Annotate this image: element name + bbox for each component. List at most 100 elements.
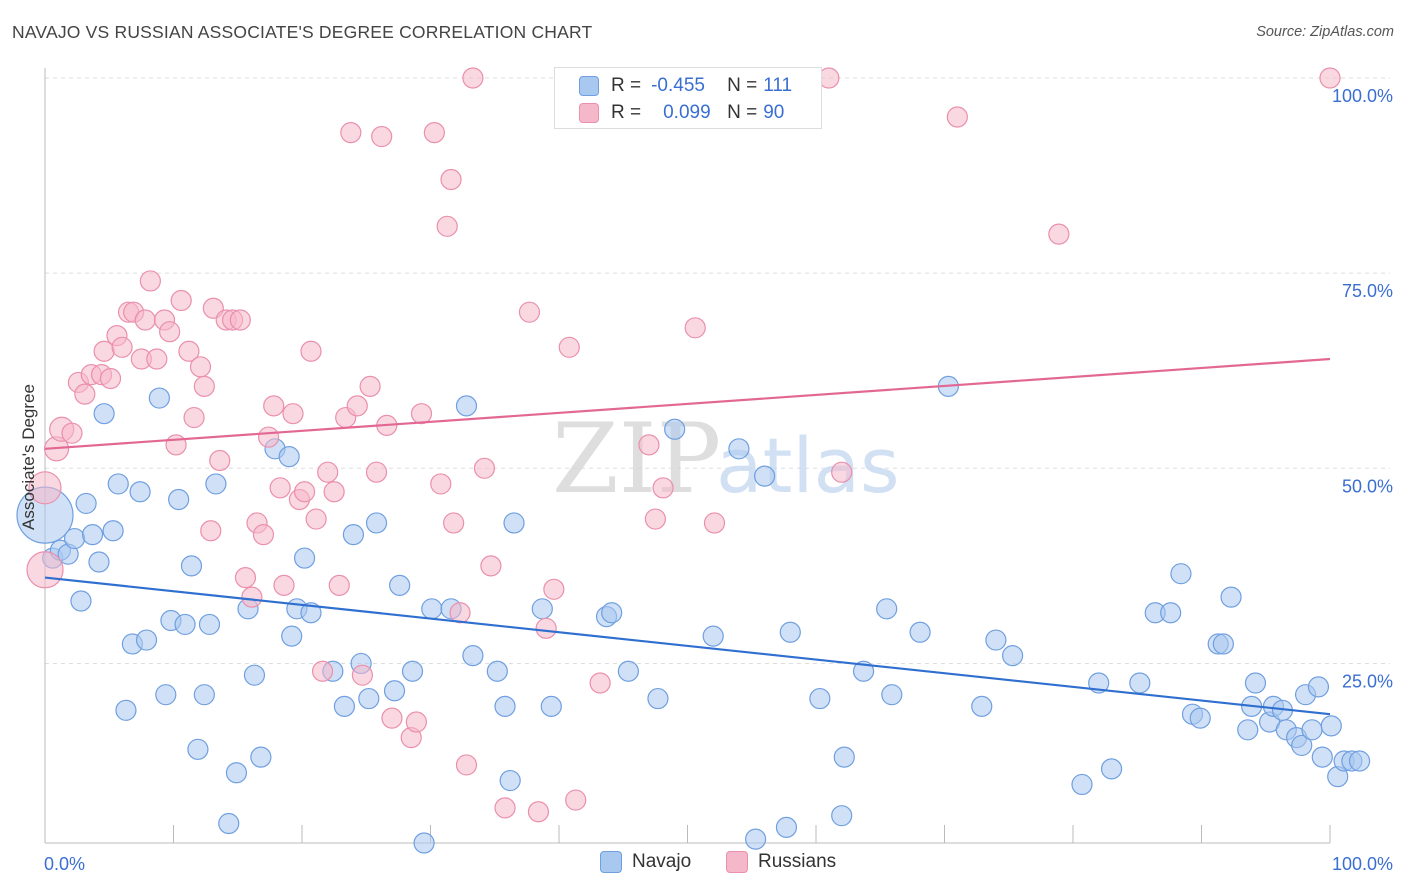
navajo-point [107, 473, 129, 495]
navajo-point [909, 621, 931, 643]
navajo-point [102, 520, 124, 542]
navajo-point [88, 551, 110, 573]
russian-point [351, 664, 373, 686]
russian-point [558, 336, 580, 358]
navajo-point [1002, 645, 1024, 667]
chart-source: Source: ZipAtlas.com [1256, 24, 1394, 40]
navajo-point [63, 527, 86, 550]
navajo-point [494, 695, 516, 717]
russian-point [170, 289, 192, 312]
navajo-point [115, 699, 137, 721]
x-tick-label-max: 100.0% [1332, 854, 1393, 874]
russian-point [178, 340, 200, 362]
russian-point [436, 215, 458, 237]
watermark-atlas: atlas [716, 421, 900, 510]
navajo-point [1301, 719, 1323, 741]
navajo-point [243, 664, 266, 686]
navajo-point [647, 687, 669, 710]
navajo-point [702, 625, 724, 647]
russian-point [111, 336, 133, 358]
chart-title: NAVAJO VS RUSSIAN ASSOCIATE'S DEGREE COR… [12, 22, 593, 42]
navajo-point [1307, 676, 1330, 698]
navajo-point [1220, 586, 1242, 608]
axes [44, 68, 1331, 844]
r-value-navajo: -0.455 [651, 75, 705, 96]
legend-item-navajo[interactable]: Navajo [600, 851, 691, 873]
navajo-point [1212, 633, 1234, 655]
russian-point [494, 797, 516, 819]
navajo-point [1071, 773, 1093, 796]
russian-point [234, 566, 257, 589]
russians-swatch [579, 103, 599, 123]
russian-point [652, 477, 674, 499]
russian-points [26, 67, 1341, 823]
r-label: R = [611, 102, 642, 123]
russian-point [139, 270, 161, 292]
y-axis-label: Associate's Degree [19, 384, 38, 530]
russian-point [323, 481, 345, 503]
russian-point [462, 67, 484, 89]
russian-point [684, 317, 706, 339]
russian-point [1048, 223, 1070, 245]
russian-point [449, 602, 471, 624]
legend-label-russians: Russians [758, 851, 837, 872]
russian-trend-line [44, 357, 1331, 450]
russian-point [252, 524, 275, 546]
navajo-point [389, 574, 411, 596]
russian-point [381, 707, 403, 729]
navajo-point [70, 590, 92, 612]
navajo-point [129, 481, 151, 503]
navajo-point [205, 473, 227, 495]
navajo-point [617, 660, 639, 682]
navajo-point [333, 695, 356, 717]
russian-point [26, 551, 64, 589]
navajo-point [93, 403, 115, 425]
russian-point [305, 508, 327, 530]
navajo-point [540, 695, 562, 717]
y-tick-label: 100.0% [1332, 86, 1393, 106]
russian-point [703, 512, 726, 534]
russian-point [99, 367, 122, 390]
watermark: ZIP atlas [552, 403, 900, 515]
navajo-point [383, 680, 406, 702]
navajo-point [462, 645, 484, 667]
navajo-point [1170, 563, 1192, 585]
russian-point [61, 422, 83, 444]
russian-point [183, 406, 205, 429]
navajo-point [1291, 734, 1313, 757]
navajo-point [342, 524, 364, 546]
navajo-point [193, 684, 215, 706]
navajo-point [499, 769, 521, 792]
russian-point [193, 375, 215, 397]
russian-point [1319, 67, 1341, 89]
russian-point [74, 383, 96, 405]
legend-label-navajo: Navajo [632, 851, 692, 872]
russians-legend-swatch [726, 851, 748, 873]
russian-point [371, 125, 393, 148]
legend-item-russians[interactable]: Russians [726, 851, 836, 873]
russian-point [257, 426, 280, 448]
russian-point [300, 340, 322, 362]
trend-lines [44, 357, 1331, 716]
navajo-point [779, 621, 801, 643]
russian-point [311, 660, 334, 682]
russian-point [443, 512, 465, 534]
russian-point [263, 395, 285, 417]
russian-point [134, 309, 156, 331]
navajo-point [1237, 719, 1259, 741]
navajo-point [1129, 672, 1151, 694]
russian-point [565, 789, 587, 811]
russian-point [527, 801, 550, 823]
r-value-russians: 0.099 [663, 102, 711, 123]
russian-point [346, 395, 368, 417]
navajo-point [809, 687, 831, 710]
russian-point [159, 321, 181, 343]
navajo-point [852, 660, 875, 682]
navajo-point [486, 660, 508, 682]
navajo-point [753, 465, 776, 487]
navajo-point [971, 695, 993, 717]
y-tick-label: 50.0% [1342, 476, 1393, 496]
navajo-point [421, 598, 443, 620]
navajo-point [728, 438, 750, 460]
